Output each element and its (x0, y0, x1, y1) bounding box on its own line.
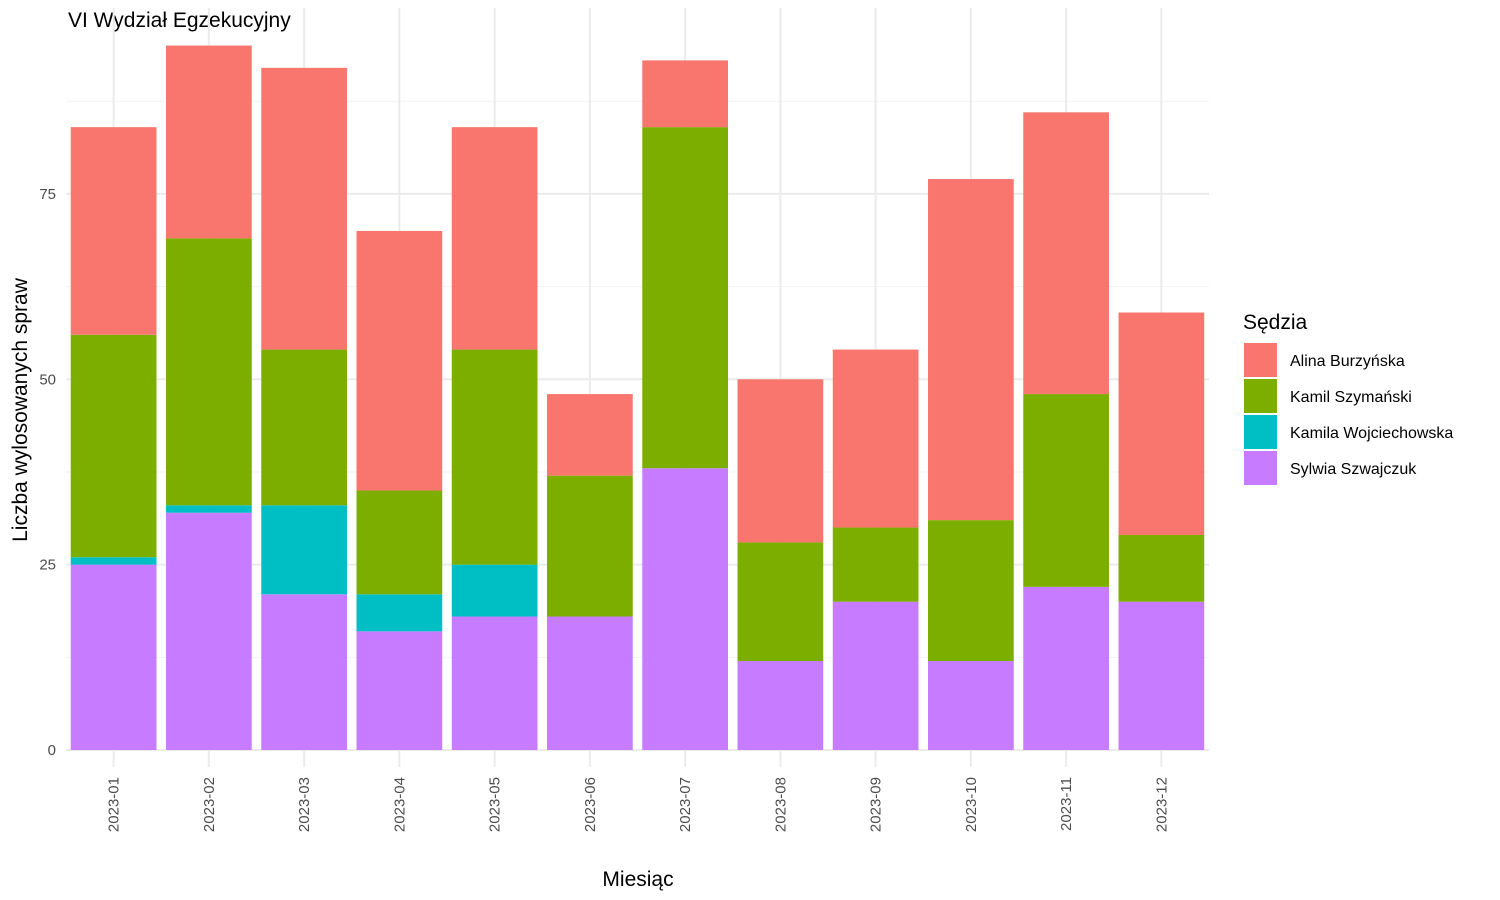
bar-segment (451, 564, 538, 617)
bar-segment (928, 661, 1014, 750)
y-axis-title: Liczba wylosowanych spraw (9, 277, 32, 542)
x-tick-label: 2023-09 (868, 777, 885, 832)
legend-key (1244, 379, 1277, 413)
x-tick-label: 2023-01 (106, 777, 123, 832)
y-tick-label: 0 (48, 742, 56, 759)
bar-segment (1118, 601, 1205, 750)
y-axis-ticks: 0 25 50 75 (39, 186, 56, 759)
legend-label: Kamila Wojciechowska (1290, 425, 1453, 442)
bar-segment (70, 564, 157, 750)
bar-segment (737, 542, 824, 662)
x-tick-label: 2023-10 (963, 777, 980, 832)
x-tick-label: 2023-04 (391, 777, 408, 832)
legend-label: Alina Burzyńska (1290, 353, 1405, 370)
legend-key (1244, 451, 1277, 485)
y-tick-label: 25 (39, 557, 56, 574)
bar-segment (642, 127, 728, 469)
legend-title: Sędzia (1243, 311, 1308, 334)
bar-segment (166, 238, 252, 506)
bar-segment (356, 631, 443, 750)
x-tick-label: 2023-12 (1153, 777, 1170, 832)
x-tick-label: 2023-03 (296, 777, 313, 832)
bar-segment (642, 60, 728, 128)
bar-segment (547, 616, 633, 750)
y-tick-label: 75 (39, 186, 56, 203)
bar-segment (166, 45, 252, 239)
bar-segment (356, 594, 443, 632)
x-axis-title: Miesiąc (602, 868, 673, 891)
bar-segment (1023, 586, 1109, 750)
bar-segment (451, 127, 538, 350)
bar-segment (70, 127, 157, 335)
bar-segment (737, 379, 824, 543)
y-tick-label: 50 (39, 371, 56, 388)
bar-segment (451, 616, 538, 750)
bar-segment (356, 490, 443, 595)
bar-segment (261, 349, 347, 506)
bar-segment (166, 512, 252, 750)
bar-segment (928, 520, 1014, 662)
x-tick-label: 2023-06 (582, 777, 599, 832)
x-axis-ticks: 2023-01 2023-02 2023-03 2023-04 2023-05 2023-… (106, 777, 1171, 832)
bar-segment (70, 557, 157, 565)
bar-segment (356, 230, 443, 491)
bar-segment (1118, 312, 1205, 535)
bar-segment (1118, 534, 1205, 602)
bar-segment (261, 67, 347, 350)
bar-segment (642, 468, 728, 750)
bar-segment (261, 594, 347, 750)
bar-segment (166, 505, 252, 513)
bar-segment (1023, 394, 1109, 587)
bar-segment (737, 661, 824, 750)
bar-segment (547, 394, 633, 476)
chart-title: VI Wydział Egzekucyjny (68, 9, 291, 32)
bar-segment (1023, 112, 1109, 395)
x-tick-label: 2023-11 (1058, 777, 1075, 831)
x-tick-label: 2023-02 (201, 777, 218, 832)
bar-segment (832, 527, 919, 602)
x-tick-label: 2023-08 (772, 777, 789, 832)
legend-key (1244, 343, 1277, 377)
legend-label: Kamil Szymański (1290, 389, 1412, 406)
x-tick-label: 2023-07 (677, 777, 694, 832)
legend: Sędzia Alina Burzyńska Kamil Szymański Kam… (1243, 311, 1453, 485)
bar-segment (832, 349, 919, 528)
legend-key (1244, 415, 1277, 449)
bar-segment (70, 334, 157, 558)
legend-label: Sylwia Szwajczuk (1290, 461, 1417, 478)
bar-segment (451, 349, 538, 565)
bar-segment (547, 475, 633, 617)
bars (70, 45, 1205, 750)
x-tick-label: 2023-05 (487, 777, 504, 832)
bar-segment (928, 179, 1014, 521)
bar-segment (832, 601, 919, 750)
bar-segment (261, 505, 347, 595)
